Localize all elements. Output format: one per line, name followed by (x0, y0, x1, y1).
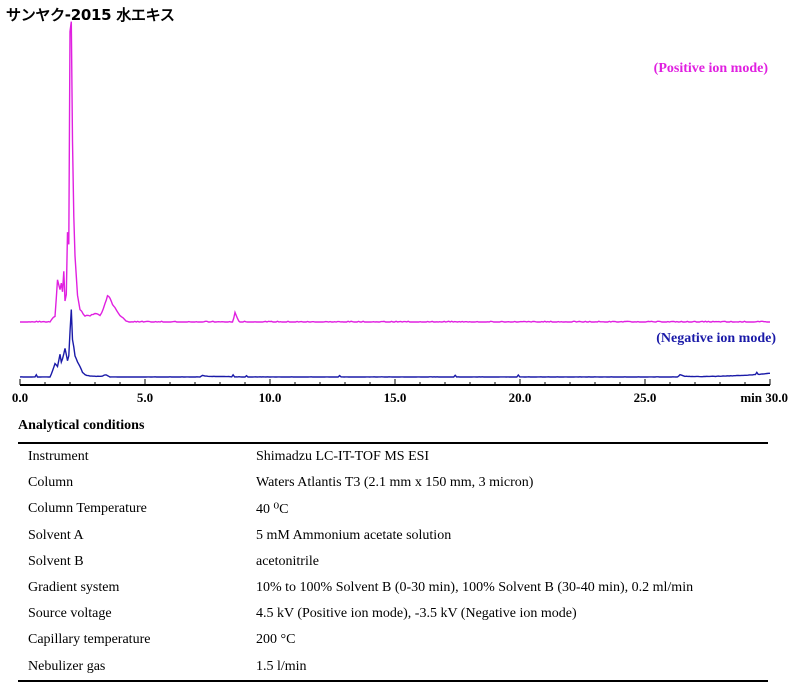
series-line-positive (20, 21, 770, 323)
conditions-row: Column Temperature 40 ⁰C (18, 496, 768, 522)
conditions-row: Instrument Shimadzu LC-IT-TOF MS ESI (18, 443, 768, 470)
condition-key: Column (28, 475, 74, 491)
condition-value: 5 mM Ammonium acetate solution (256, 527, 452, 543)
series-label: (Negative ion mode) (656, 331, 776, 346)
condition-value: 40 ⁰C (256, 501, 289, 517)
condition-value: 4.5 kV (Positive ion mode), -3.5 kV (Neg… (256, 606, 577, 622)
condition-value: Waters Atlantis T3 (2.1 mm x 150 mm, 3 m… (256, 475, 534, 491)
conditions-row: Nebulizer gas 1.5 l/min (18, 654, 768, 681)
condition-key: Gradient system (28, 580, 120, 596)
conditions-row: Source voltage 4.5 kV (Positive ion mode)… (18, 601, 768, 627)
conditions-heading: Analytical conditions (18, 418, 145, 433)
condition-key: Instrument (28, 449, 89, 465)
chromatogram-chart: 0.0 5.0 10.0 15.0 20.0 25.0 min 30.0 (Positive … (12, 21, 788, 405)
x-tick-label: 10.0 (259, 390, 282, 405)
plot-area: 0.0 5.0 10.0 15.0 20.0 25.0 min 30.0 (Positive … (12, 21, 788, 405)
condition-key: Column Temperature (28, 501, 147, 517)
conditions-table: Instrument Shimadzu LC-IT-TOF MS ESI Colum… (18, 442, 768, 682)
condition-key: Solvent A (28, 527, 84, 543)
x-tick-label: 0.0 (12, 390, 28, 405)
conditions-row: Solvent B acetonitrile (18, 549, 768, 575)
condition-value: 1.5 l/min (256, 658, 307, 674)
x-tick-label: 5.0 (137, 390, 153, 405)
page-title: サンヤク-2015 水エキス (6, 6, 175, 24)
conditions-row: Capillary temperature 200 °C (18, 627, 768, 653)
x-tick-label: 20.0 (509, 390, 532, 405)
condition-value: 10% to 100% Solvent B (0-30 min), 100% S… (256, 580, 694, 596)
x-tick-label: 15.0 (384, 390, 407, 405)
x-tick-label: 25.0 (634, 390, 657, 405)
condition-value: acetonitrile (256, 553, 319, 569)
condition-value: Shimadzu LC-IT-TOF MS ESI (256, 449, 430, 465)
series-line-negative (19, 309, 770, 378)
condition-value: 200 °C (256, 632, 296, 648)
conditions-row: Gradient system 10% to 100% Solvent B (0-… (18, 575, 768, 601)
conditions-row: Solvent A 5 mM Ammonium acetate solution (18, 523, 768, 549)
conditions-body: Instrument Shimadzu LC-IT-TOF MS ESI Colum… (18, 443, 768, 681)
series-label: (Positive ion mode) (654, 61, 769, 76)
x-tick-label: min 30.0 (740, 390, 788, 405)
condition-key: Solvent B (28, 553, 84, 569)
condition-key: Capillary temperature (28, 632, 151, 648)
conditions-row: Column Waters Atlantis T3 (2.1 mm x 150 m… (18, 470, 768, 496)
condition-key: Source voltage (28, 606, 112, 622)
condition-key: Nebulizer gas (28, 658, 106, 674)
